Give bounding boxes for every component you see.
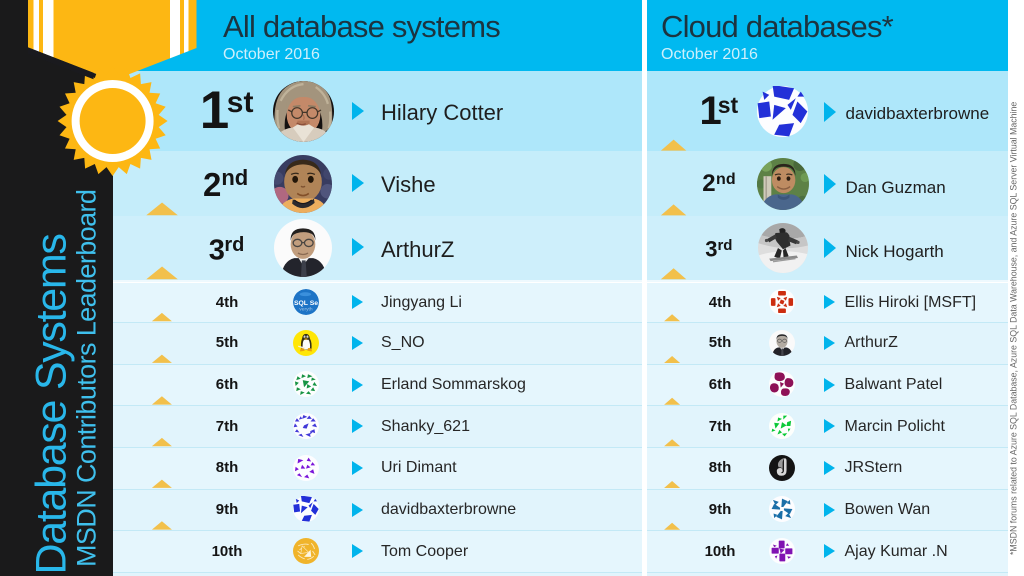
svg-text:veryth: veryth — [299, 307, 313, 313]
svg-text:*MSDN forums related to Azure: *MSDN forums related to Azure SQL Databa… — [1009, 102, 1019, 555]
svg-text:Database Systems: Database Systems — [28, 234, 76, 574]
svg-text:SQL Se: SQL Se — [294, 300, 318, 307]
svg-text:MSDN Contributors Leaderboard: MSDN Contributors Leaderboard — [72, 190, 102, 567]
